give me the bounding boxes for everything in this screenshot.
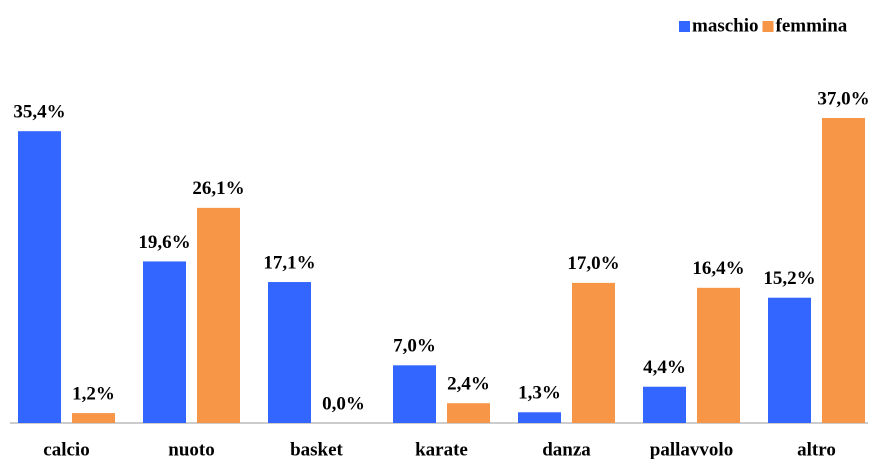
legend-label: femmina [776,15,848,36]
bar [18,131,61,423]
bar [393,365,436,423]
value-label: 19,6% [138,232,190,253]
bar [72,413,115,423]
bar [268,282,311,423]
value-label: 1,2% [72,383,115,404]
value-label: 17,1% [263,252,315,273]
bar [197,207,240,423]
value-label: 7,0% [393,336,436,357]
bar [143,261,186,423]
x-tick-label: pallavvolo [650,439,733,459]
bar [518,412,561,423]
value-label: 37,0% [817,88,869,109]
value-label: 0,0% [322,393,365,414]
value-label: 2,4% [447,374,490,395]
bar [572,282,615,423]
x-tick-label: karate [415,439,468,459]
legend-swatch [762,21,774,32]
x-tick-label: nuoto [168,439,214,459]
value-label: 35,4% [13,102,65,123]
value-label: 16,4% [692,258,744,279]
legend-label: maschio [692,15,759,36]
value-label: 17,0% [567,253,619,274]
x-tick-label: altro [797,439,836,459]
value-label: 15,2% [763,268,815,289]
x-tick-label: calcio [43,439,89,459]
x-tick-label: basket [290,439,343,459]
value-label: 1,3% [518,383,561,404]
bar [697,287,740,423]
legend-swatch [679,21,690,32]
bar [768,297,811,423]
x-tick-label: danza [542,439,591,459]
value-label: 4,4% [643,357,686,378]
bar [822,118,865,423]
value-label: 26,1% [192,178,244,199]
bar [643,386,686,423]
bar [447,403,490,423]
